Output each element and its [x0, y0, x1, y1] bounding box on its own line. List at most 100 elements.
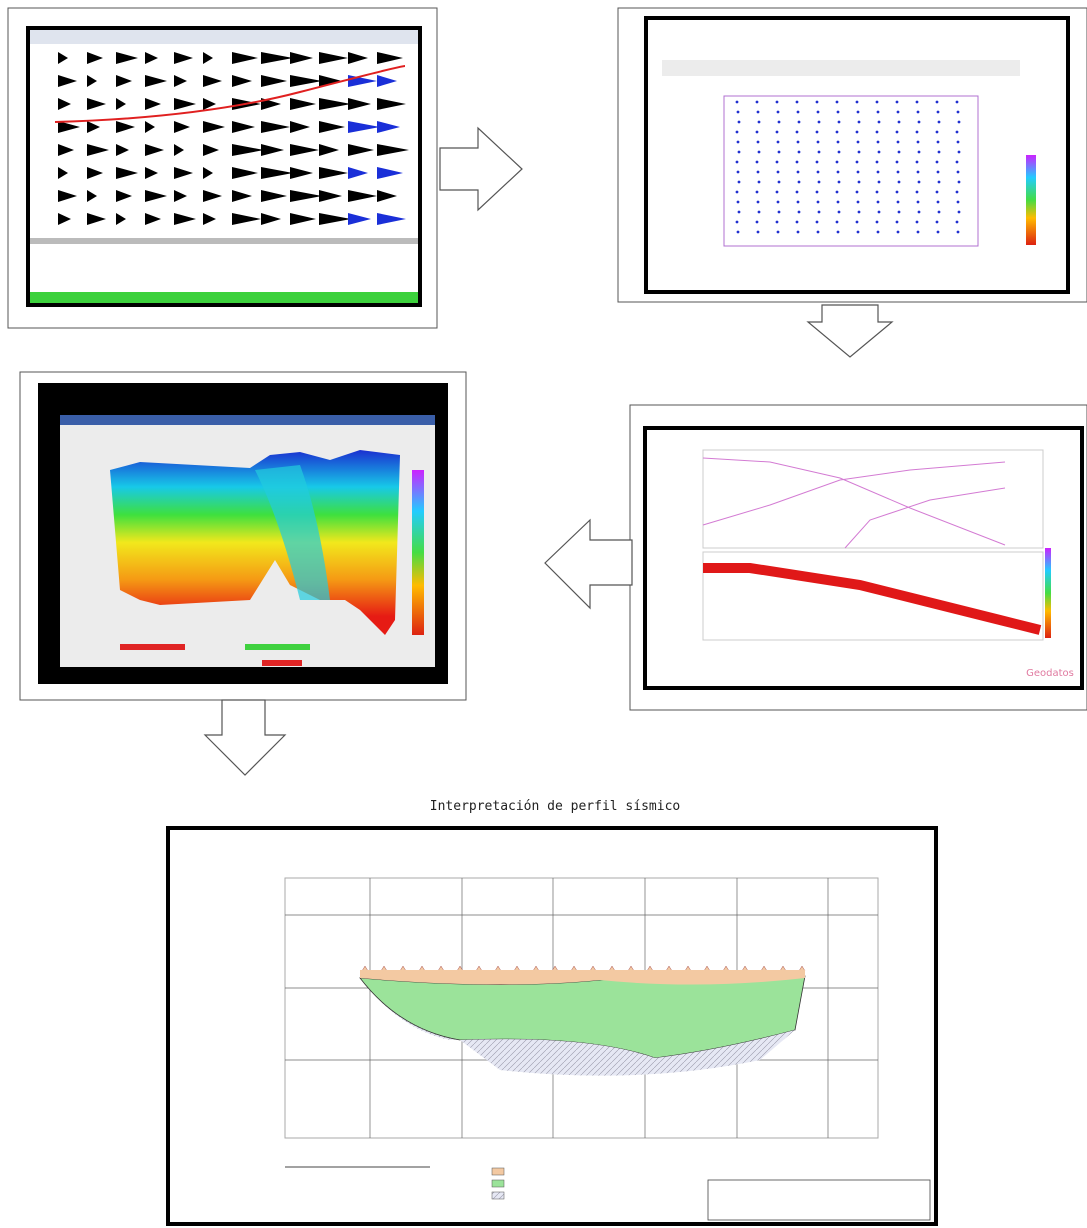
wavelet: [319, 75, 342, 87]
pick-dot: [736, 230, 740, 234]
wavelet: [348, 167, 368, 179]
wavelet: [174, 75, 187, 87]
pick-dot: [955, 130, 959, 134]
color-bar: [412, 470, 424, 635]
pick-dot: [775, 220, 779, 224]
wavelet: [319, 190, 342, 202]
wavelet: [261, 190, 287, 202]
button: [120, 644, 185, 650]
pick-dot: [737, 120, 741, 124]
arrow-down: [806, 304, 894, 358]
wavelet: [145, 75, 167, 87]
wavelet: [261, 75, 287, 87]
wavelet: [174, 190, 187, 202]
pick-dot: [776, 200, 780, 204]
pick-dot: [896, 140, 900, 144]
pick-dot: [917, 180, 921, 184]
pick-dot: [835, 220, 839, 224]
pick-dot: [916, 170, 920, 174]
pick-dot: [915, 130, 919, 134]
pick-dot: [816, 230, 820, 234]
pick-dot: [956, 110, 960, 114]
pick-dot: [736, 170, 740, 174]
pick-dot: [857, 210, 861, 214]
wavelet: [116, 144, 129, 156]
wavelet: [87, 167, 103, 179]
pick-dot: [856, 170, 860, 174]
pick-dot: [895, 160, 899, 164]
pick-dot: [775, 130, 779, 134]
status-bar: [30, 292, 418, 303]
top-layer: [360, 970, 805, 985]
wavelet: [261, 98, 281, 110]
pick-dot: [935, 160, 939, 164]
toolbar: [30, 30, 418, 44]
wavelet: [348, 190, 377, 202]
plot-area: [702, 551, 1044, 641]
pick-dot: [876, 170, 880, 174]
screenshot: [643, 426, 1084, 690]
pick-dot: [755, 130, 759, 134]
pick-dot: [817, 180, 821, 184]
pick-dot: [896, 200, 900, 204]
pick-dot: [877, 180, 881, 184]
pick-dot: [856, 200, 860, 204]
pick-dot: [816, 200, 820, 204]
pick-dot: [776, 110, 780, 114]
pick-dot: [895, 100, 899, 104]
pick-dot: [777, 150, 781, 154]
velocity-anomaly: [255, 465, 330, 600]
wavelet: [116, 121, 135, 133]
title-block: [707, 1179, 931, 1221]
wavelet: [58, 98, 71, 110]
plot-area: [284, 877, 879, 1139]
pick-dot: [955, 100, 959, 104]
wavelet: [377, 167, 403, 179]
pick-dot: [895, 130, 899, 134]
wavelet: [116, 167, 138, 179]
pick-dot: [857, 150, 861, 154]
wavelet: [145, 190, 167, 202]
pick-dot: [877, 120, 881, 124]
pick-dot: [835, 190, 839, 194]
wavelet: [232, 213, 261, 225]
pick-dot: [777, 210, 781, 214]
pick-dot: [956, 170, 960, 174]
wavelet: [348, 98, 371, 110]
pick-dot: [757, 150, 761, 154]
wavelet: [87, 213, 106, 225]
button: [245, 644, 310, 650]
pick-dot: [836, 230, 840, 234]
pick-dot: [776, 230, 780, 234]
pick-dot: [835, 130, 839, 134]
pick-dot: [876, 140, 880, 144]
wavelet: [261, 213, 281, 225]
pick-dot: [737, 180, 741, 184]
pick-dot: [875, 160, 879, 164]
pick-dot: [817, 120, 821, 124]
wavelet: [232, 167, 258, 179]
pick-dot: [895, 220, 899, 224]
pick-dot: [875, 220, 879, 224]
wavelet: [232, 52, 258, 64]
wavelet: [58, 121, 80, 133]
traveltime-picks: [735, 100, 961, 234]
wavelet: [116, 98, 126, 110]
pick-dot: [876, 230, 880, 234]
watermark: Geodatos: [1026, 668, 1074, 679]
wavelet: [203, 144, 219, 156]
wavelet: [145, 213, 161, 225]
wavelet: [145, 144, 164, 156]
wavelet: [145, 121, 155, 133]
wavelet: [87, 75, 97, 87]
pick-dot: [757, 180, 761, 184]
wavelet: [261, 167, 293, 179]
pick-dot: [936, 170, 940, 174]
pick-dot: [817, 150, 821, 154]
pick-dot: [956, 200, 960, 204]
pick-dot: [936, 230, 940, 234]
screenshot: [26, 26, 422, 307]
pick-dot: [757, 210, 761, 214]
pick-dot: [877, 210, 881, 214]
wavelet: [319, 144, 339, 156]
